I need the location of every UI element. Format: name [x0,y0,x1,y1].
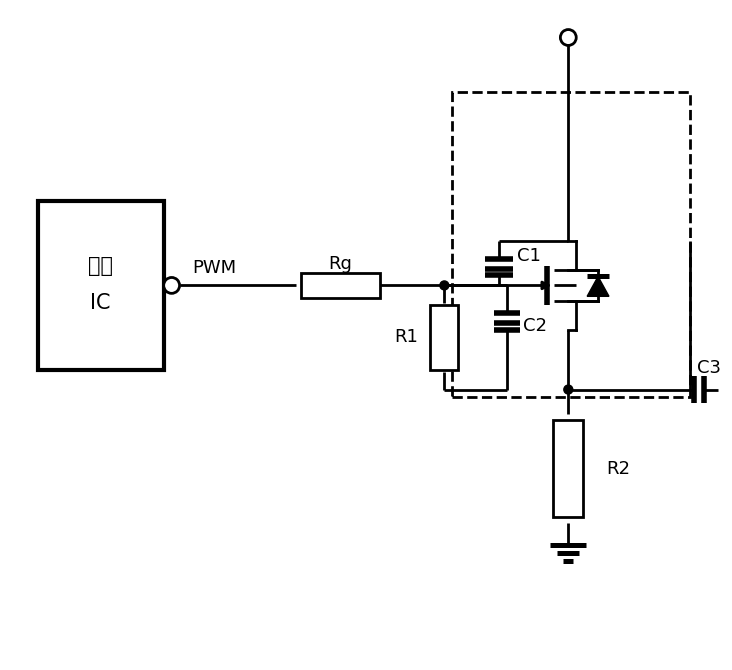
Polygon shape [587,277,609,296]
Bar [301,273,380,298]
Circle shape [164,277,179,293]
Bar [38,201,164,370]
Circle shape [564,385,572,394]
Text: IC: IC [91,293,111,314]
Text: PWM: PWM [193,259,236,277]
Circle shape [561,29,576,46]
Circle shape [440,281,449,290]
Text: C1: C1 [517,247,541,265]
Bar [553,420,583,517]
Bar [452,92,690,397]
Text: R2: R2 [606,460,630,478]
Text: Rg: Rg [328,255,352,273]
Text: C3: C3 [698,358,721,377]
Text: R1: R1 [395,328,419,346]
Text: C2: C2 [523,317,547,335]
Text: 电源: 电源 [89,255,113,275]
Bar [430,306,458,370]
